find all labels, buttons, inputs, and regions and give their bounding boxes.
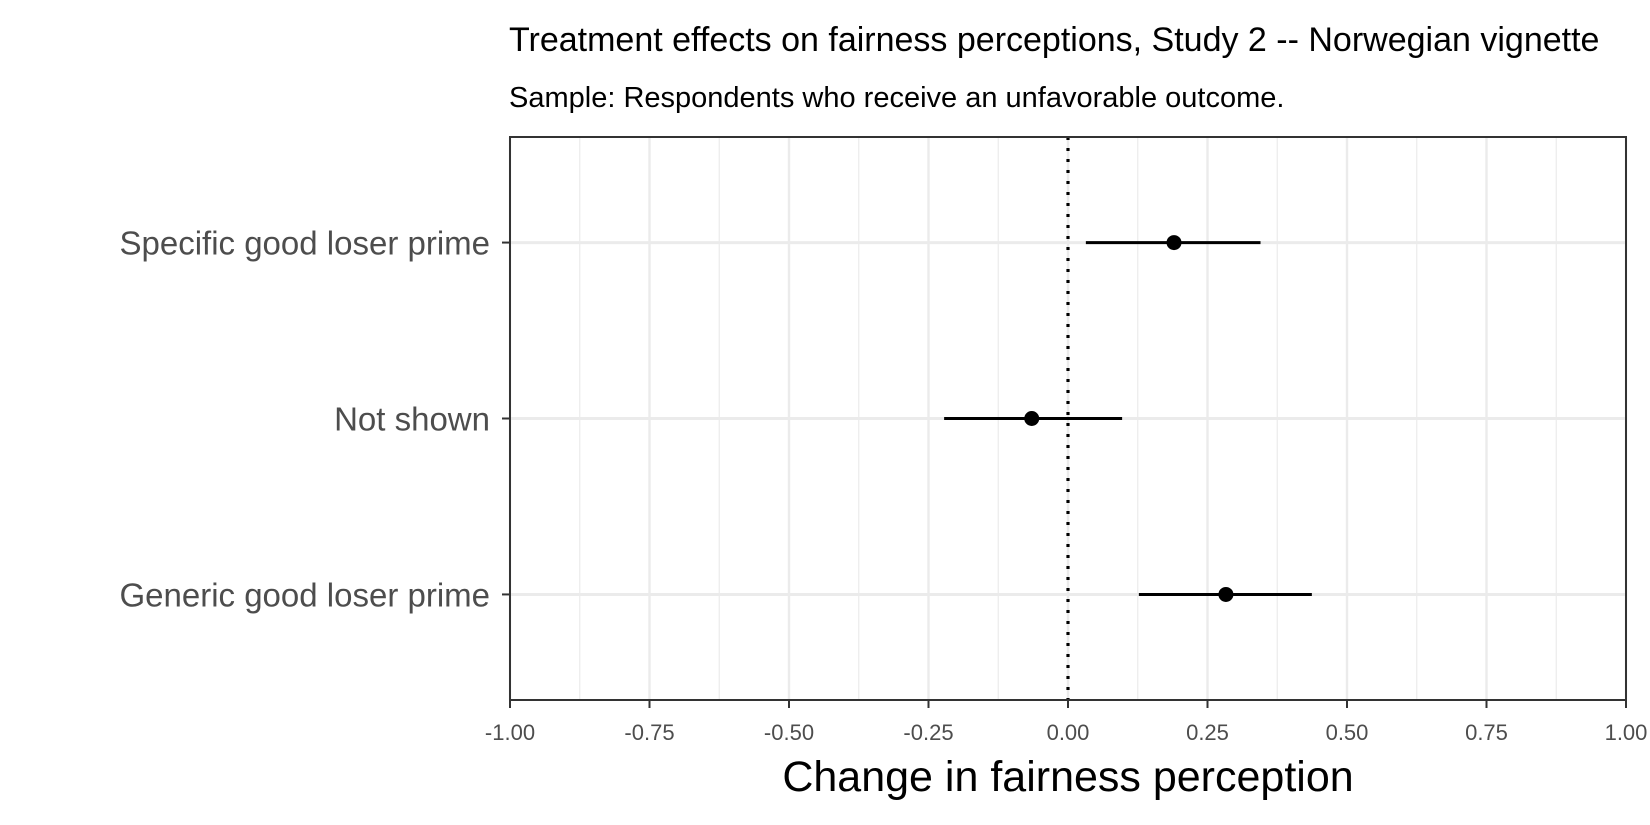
x-axis-label: Change in fairness perception [782,753,1353,801]
x-tick-label: -0.50 [764,720,814,745]
x-tick-label: 0.75 [1465,720,1508,745]
x-tick-label: 1.00 [1605,720,1648,745]
chart-subtitle: Sample: Respondents who receive an unfav… [509,82,1284,114]
y-tick-label: Specific good loser prime [119,225,490,262]
point-layer [1024,235,1234,602]
estimate-point [1218,586,1234,602]
chart-title: Treatment effects on fairness perception… [509,21,1599,59]
y-tick-label: Not shown [334,401,490,438]
estimate-point [1166,235,1182,251]
x-tick-label: 0.00 [1047,720,1090,745]
x-tick-label: -0.25 [903,720,953,745]
x-tick-label: 0.50 [1326,720,1369,745]
x-tick-label: -0.75 [624,720,674,745]
x-tick-label: 0.25 [1186,720,1229,745]
x-tick-label: -1.00 [485,720,535,745]
axis-layer: Specific good loser prime Not shown Generi… [119,225,1647,745]
estimate-point [1024,411,1040,426]
y-tick-label: Generic good loser prime [119,576,490,613]
